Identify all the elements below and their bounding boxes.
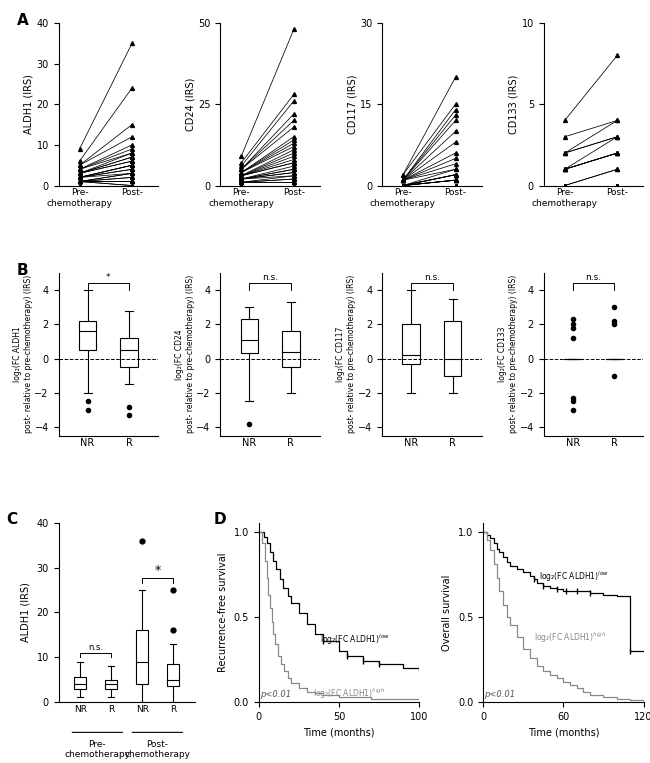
Bar [444,321,462,375]
Y-axis label: log₂(FC CD133
post- relative to pre-chemotherapy) (IRS): log₂(FC CD133 post- relative to pre-chem… [498,275,518,433]
Bar [120,338,138,367]
Y-axis label: ALDH1 (IRS): ALDH1 (IRS) [21,583,31,642]
Text: p<0.01: p<0.01 [484,690,515,699]
Y-axis label: CD24 (IRS): CD24 (IRS) [185,78,195,131]
Bar [74,678,86,688]
Text: *: * [106,273,110,282]
Text: log₂(FC ALDH1)$^{low}$: log₂(FC ALDH1)$^{low}$ [540,570,609,584]
Y-axis label: Overall survival: Overall survival [443,575,452,651]
Y-axis label: log₂(FC CD117
post- relative to pre-chemotherapy) (IRS): log₂(FC CD117 post- relative to pre-chem… [336,275,356,433]
Text: n.s.: n.s. [424,273,440,282]
Text: C: C [6,512,18,527]
Bar [240,319,258,353]
Text: *: * [155,564,161,577]
Text: log₂(FC ALDH1)$^{high}$: log₂(FC ALDH1)$^{high}$ [313,687,385,701]
Text: n.s.: n.s. [262,273,278,282]
Text: A: A [16,13,29,28]
Bar [402,324,420,364]
Text: Pre-
chemotherapy: Pre- chemotherapy [64,739,131,759]
Bar [167,664,179,686]
Bar [282,331,300,367]
Text: B: B [16,263,28,278]
Text: n.s.: n.s. [586,273,602,282]
X-axis label: Time (months): Time (months) [528,727,599,737]
Text: log₂(FC ALDH1)$^{low}$: log₂(FC ALDH1)$^{low}$ [320,633,389,648]
Bar [79,321,96,350]
Text: p<0.01: p<0.01 [261,690,291,699]
Y-axis label: ALDH1 (IRS): ALDH1 (IRS) [23,74,34,134]
Y-axis label: log₂(FC CD24
post- relative to pre-chemotherapy) (IRS): log₂(FC CD24 post- relative to pre-chemo… [175,275,195,433]
Y-axis label: CD133 (IRS): CD133 (IRS) [509,75,519,134]
Y-axis label: CD117 (IRS): CD117 (IRS) [347,75,357,134]
Text: Post-
chemotherapy: Post- chemotherapy [124,739,190,759]
Text: n.s.: n.s. [88,643,103,652]
X-axis label: Time (months): Time (months) [303,727,374,737]
Bar [105,680,117,688]
Y-axis label: log₂(FC ALDH1
post- relative to pre-chemotherapy) (IRS): log₂(FC ALDH1 post- relative to pre-chem… [13,275,33,433]
Y-axis label: Recurrence-free survival: Recurrence-free survival [218,552,228,672]
Bar [136,630,148,684]
Text: log₂(FC ALDH1)$^{high}$: log₂(FC ALDH1)$^{high}$ [534,630,606,645]
Text: D: D [214,512,226,527]
